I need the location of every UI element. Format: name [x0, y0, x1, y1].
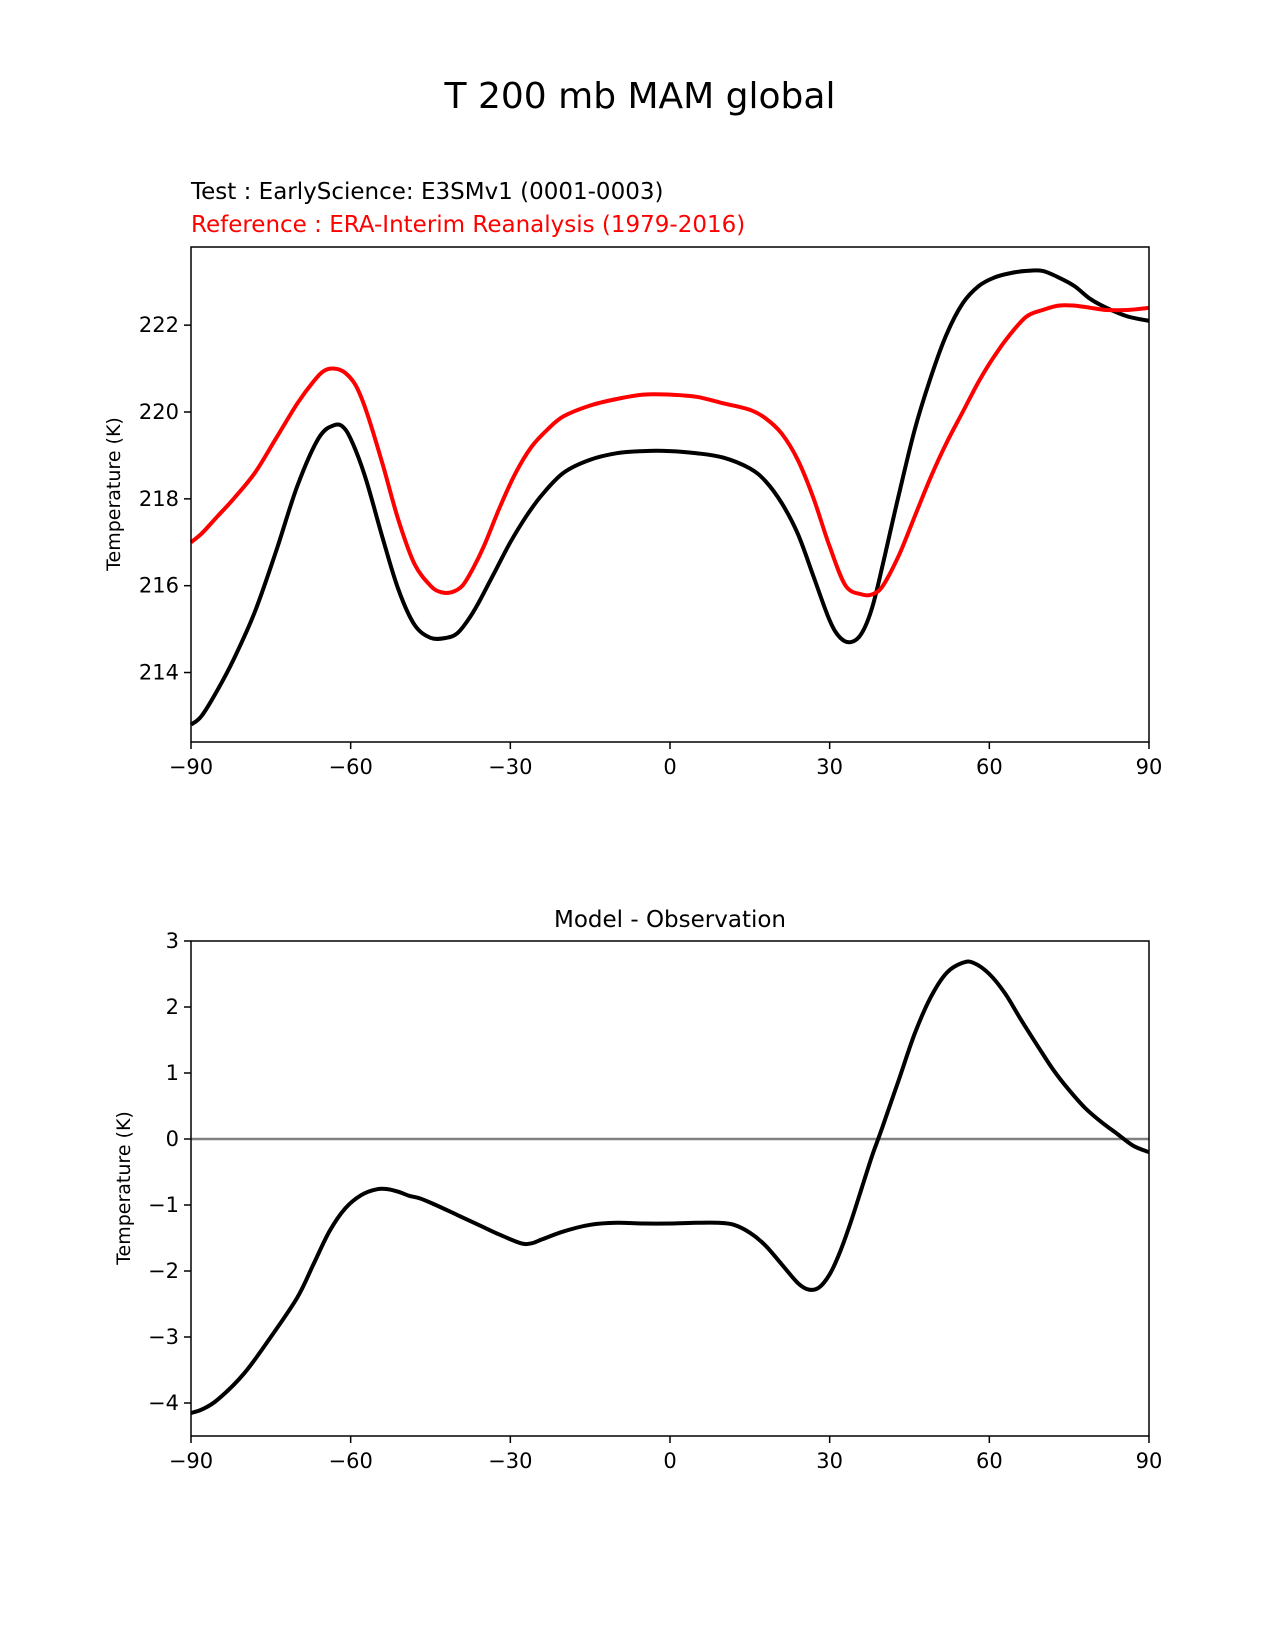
- bottom-xtick-label: 60: [976, 1449, 1003, 1473]
- top-ytick-label: 220: [139, 400, 179, 424]
- bottom-series-difference: [190, 959, 1150, 1415]
- bottom-ytick-label: −4: [148, 1391, 179, 1415]
- top-series-test: [189, 268, 1150, 727]
- test-subtitle: Test : EarlyScience: E3SMv1 (0001-0003): [190, 179, 663, 205]
- top-xtick-label: 60: [976, 755, 1003, 779]
- bottom-ytick-label: 2: [166, 995, 179, 1019]
- top-xtick-label: −60: [329, 755, 373, 779]
- bottom-xtick-label: −90: [169, 1449, 213, 1473]
- top-ytick-label: 214: [139, 661, 179, 685]
- top-panel: Test : EarlyScience: E3SMv1 (0001-0003) …: [103, 179, 1162, 779]
- top-series-layer: [189, 268, 1150, 727]
- bottom-series-layer: [190, 959, 1150, 1415]
- bottom-ticks-layer: −90 −60 −30 0 30 60 90 −4 −3 −2 −1 0 1 2 3: [148, 929, 1162, 1473]
- bottom-title: Model - Observation: [554, 907, 786, 933]
- top-series-reference: [189, 303, 1150, 598]
- top-ytick-label: 222: [139, 313, 179, 337]
- bottom-xtick-label: −30: [488, 1449, 532, 1473]
- top-ytick-label: 216: [139, 574, 179, 598]
- top-xtick-label: 90: [1136, 755, 1163, 779]
- top-ylabel: Temperature (K): [103, 417, 125, 572]
- bottom-ytick-label: −2: [148, 1259, 179, 1283]
- bottom-xtick-label: 90: [1136, 1449, 1163, 1473]
- bottom-xtick-label: −60: [329, 1449, 373, 1473]
- top-plot-frame: [190, 246, 1150, 743]
- top-xtick-label: −30: [488, 755, 532, 779]
- bottom-panel: Model - Observation −90 −60 −30 0 30 60 90−4−3…: [113, 907, 1162, 1473]
- reference-subtitle: Reference : ERA-Interim Reanalysis (1979…: [191, 212, 745, 238]
- top-xtick-label: −90: [169, 755, 213, 779]
- top-ticks-layer: −90 −60 −30 0 30 60 90 214 216 218 220 222: [139, 313, 1162, 779]
- bottom-xtick-label: 0: [663, 1449, 676, 1473]
- bottom-ytick-label: −3: [148, 1325, 179, 1349]
- top-xtick-label: 30: [816, 755, 843, 779]
- figure-title: T 200 mb MAM global: [444, 76, 836, 117]
- bottom-plot-frame: [190, 940, 1150, 1437]
- bottom-ytick-label: 1: [166, 1061, 179, 1085]
- top-ytick-label: 218: [139, 487, 179, 511]
- bottom-ytick-label: −1: [148, 1193, 179, 1217]
- bottom-ytick-label: 3: [166, 929, 179, 953]
- bottom-ytick-label: 0: [166, 1127, 179, 1151]
- bottom-xtick-label: 30: [816, 1449, 843, 1473]
- top-xtick-label: 0: [663, 755, 676, 779]
- bottom-ylabel: Temperature (K): [113, 1111, 135, 1266]
